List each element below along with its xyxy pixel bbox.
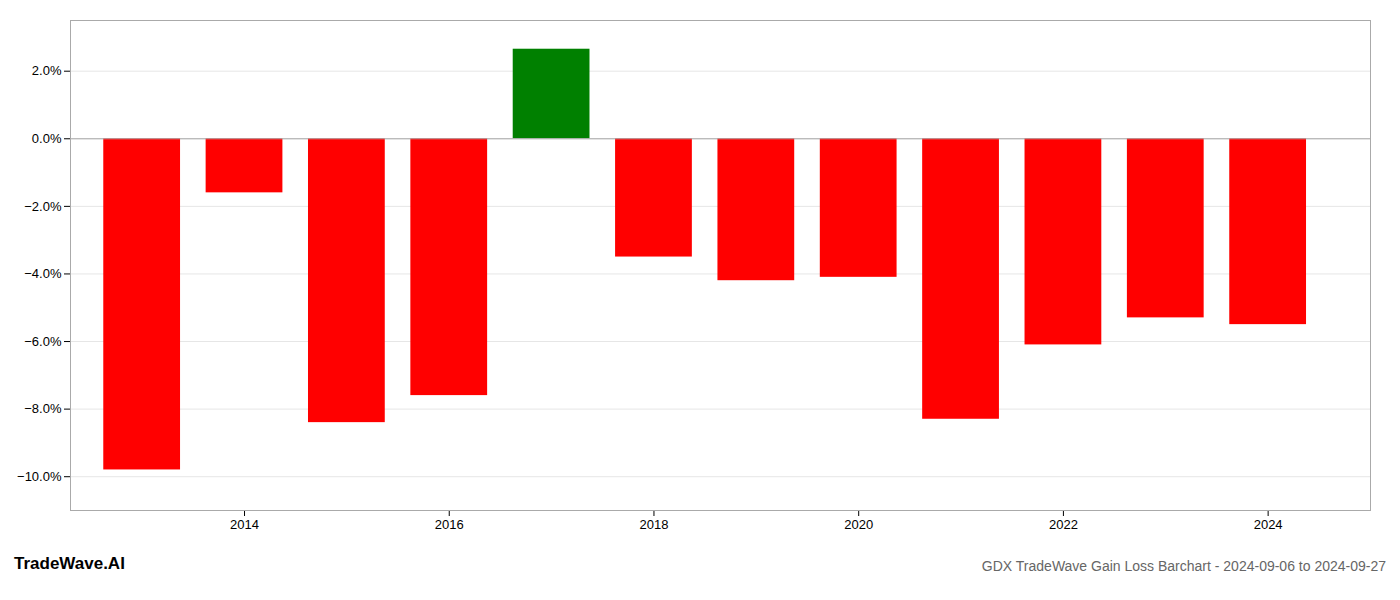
svg-text:−2.0%: −2.0%	[24, 199, 62, 214]
svg-text:0.0%: 0.0%	[32, 131, 62, 146]
svg-text:2018: 2018	[640, 517, 669, 532]
svg-text:2024: 2024	[1254, 517, 1283, 532]
svg-text:2020: 2020	[844, 517, 873, 532]
svg-text:2014: 2014	[230, 517, 259, 532]
svg-text:2.0%: 2.0%	[32, 63, 62, 78]
svg-text:−8.0%: −8.0%	[24, 401, 62, 416]
svg-text:−6.0%: −6.0%	[24, 334, 62, 349]
svg-text:−4.0%: −4.0%	[24, 266, 62, 281]
html-text:GDX TradeWave Gain Loss Barcha: GDX TradeWave Gain Loss Barchart - 2024-…	[981, 558, 1386, 574]
svg-text:−10.0%: −10.0%	[17, 469, 62, 484]
svg-text:2022: 2022	[1049, 517, 1078, 532]
svg-text:2016: 2016	[435, 517, 464, 532]
html-text:TradeWave.AI: TradeWave.AI	[14, 554, 125, 573]
